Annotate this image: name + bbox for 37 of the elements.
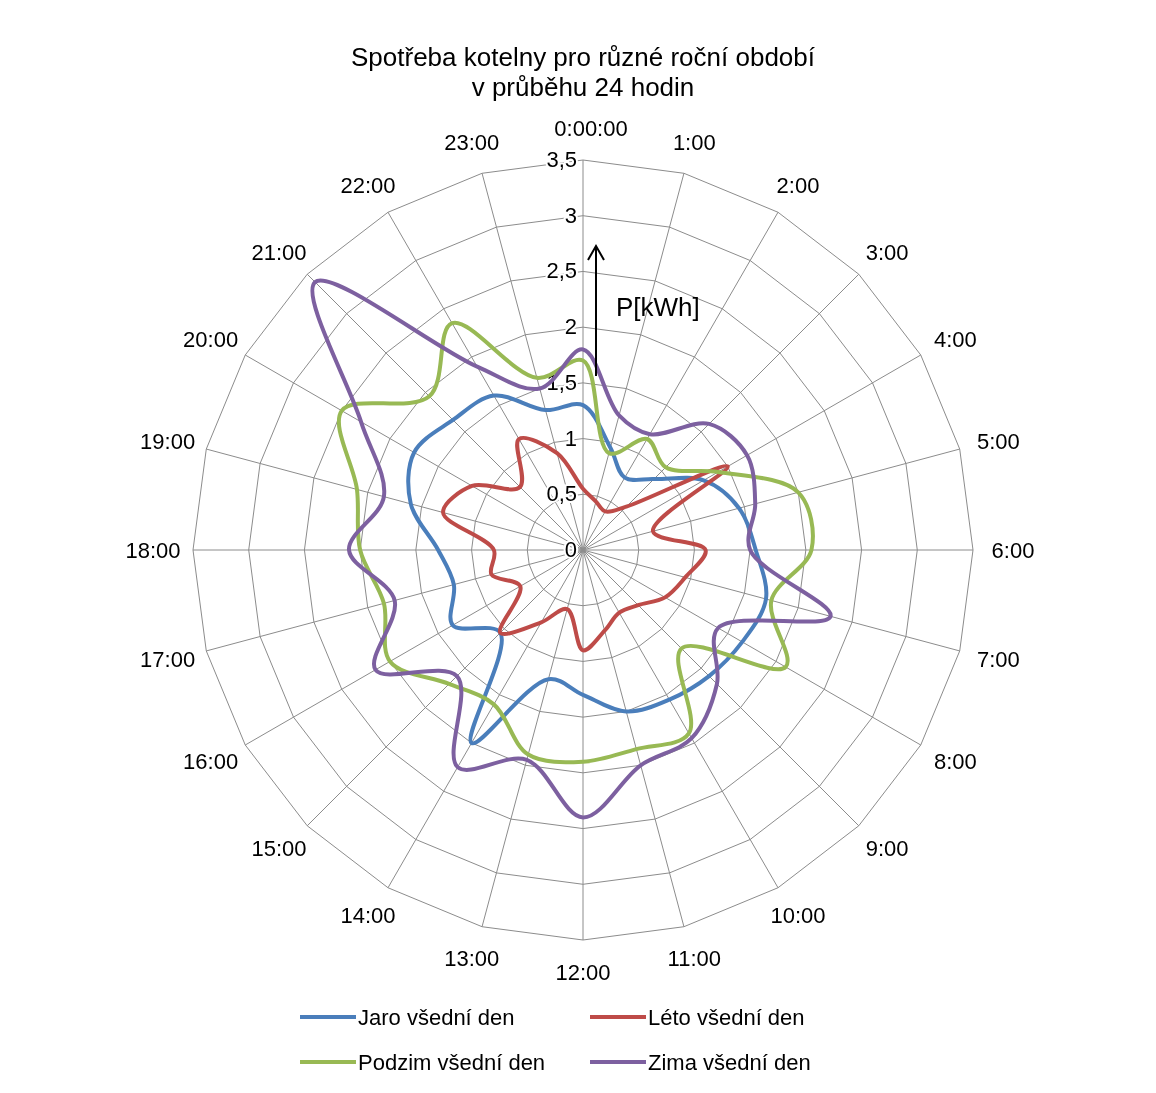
chart-title: Spotřeba kotelny pro různé roční období v průběhu 24 hodin bbox=[351, 42, 816, 102]
spoke-label: 2:00 bbox=[776, 172, 820, 198]
legend-label: Jaro všední den bbox=[358, 1005, 515, 1030]
y-tick-label: 2 bbox=[564, 314, 577, 340]
spoke-label: 10:00 bbox=[770, 903, 826, 929]
text: P[kWh] bbox=[616, 292, 700, 322]
spoke-label: 17:00 bbox=[140, 647, 196, 673]
legend-label: Podzim všední den bbox=[358, 1050, 546, 1075]
legend-label: Zima všední den bbox=[648, 1050, 811, 1075]
y-tick-label: 3,5 bbox=[546, 147, 577, 172]
spoke-label: 22:00 bbox=[340, 172, 396, 198]
spoke-label: 1:00 bbox=[672, 130, 716, 156]
spoke-label: 20:00 bbox=[183, 327, 239, 352]
spoke-label: 18:00 bbox=[125, 538, 181, 563]
y-tick-label: 2,5 bbox=[546, 258, 577, 284]
spoke-label: 14:00 bbox=[340, 903, 396, 929]
y-tick-label: 3 bbox=[564, 202, 577, 228]
spoke-label: 4:00 bbox=[933, 327, 977, 352]
spoke-label: 16:00 bbox=[183, 749, 239, 774]
spoke-label: 11:00 bbox=[667, 945, 721, 971]
legend-label: Léto všední den bbox=[648, 1005, 805, 1030]
spoke-label: 7:00 bbox=[976, 647, 1020, 673]
y-tick-label: 0,5 bbox=[546, 481, 577, 507]
spoke-label: 3:00 bbox=[865, 239, 909, 265]
spoke-label: 5:00 bbox=[976, 428, 1020, 454]
spoke-label: 6:00 bbox=[991, 538, 1035, 563]
spoke-label: 0:00:00 bbox=[554, 116, 628, 141]
spoke-label: 19:00 bbox=[140, 428, 196, 454]
spoke-label: 13:00 bbox=[444, 945, 500, 971]
spoke-label: 9:00 bbox=[865, 836, 909, 862]
spoke-label: 21:00 bbox=[251, 239, 307, 265]
spoke-label: 8:00 bbox=[933, 749, 977, 774]
y-tick-label: 0 bbox=[564, 537, 577, 562]
spoke-label: 23:00 bbox=[444, 130, 500, 156]
y-tick-label: 1 bbox=[564, 425, 577, 451]
spoke-label: 12:00 bbox=[555, 960, 611, 985]
spoke-label: 15:00 bbox=[251, 836, 307, 862]
